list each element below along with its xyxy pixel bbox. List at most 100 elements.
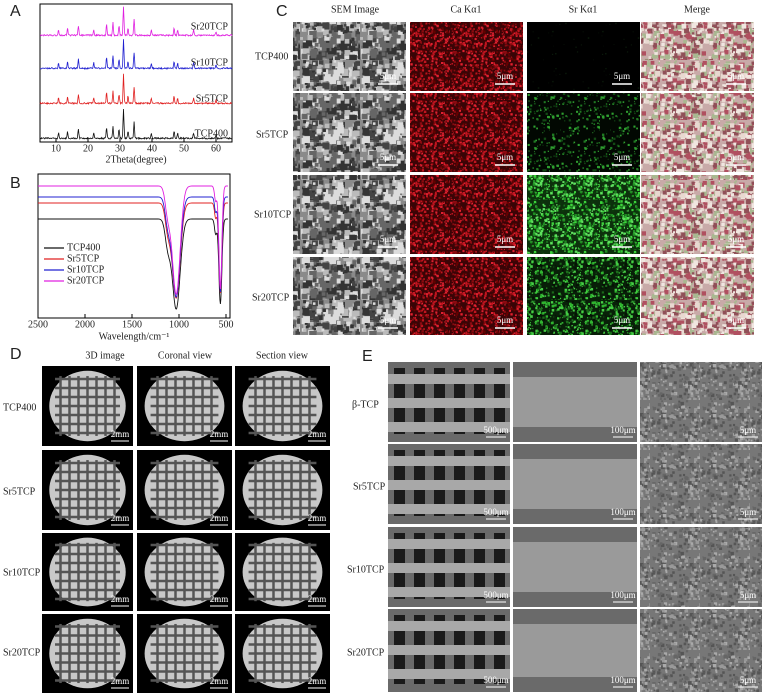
x-tick-label: 1500: [122, 319, 142, 330]
xrd-curve: [39, 73, 233, 105]
xrd-curve: [40, 6, 233, 38]
series-label: Sr20TCP: [191, 21, 229, 32]
ftir-curve: [38, 218, 228, 310]
x-tick-label: 50: [179, 143, 189, 154]
scale-bar-label: 2mm: [111, 676, 130, 686]
scale-bar-label: 2mm: [308, 676, 327, 686]
strut: [388, 669, 510, 679]
scale-bar-label: 5μm: [614, 234, 630, 244]
series-label: Sr5TCP: [196, 93, 229, 104]
row-label: Sr10TCP: [3, 567, 41, 578]
scale-bar-label: 5μm: [497, 234, 513, 244]
x-tick-label: 60: [211, 143, 221, 154]
x-tick-label: 2500: [28, 319, 48, 330]
strut: [388, 563, 510, 573]
scale-bar-label: 5μm: [740, 507, 756, 517]
row-label: Sr10TCP: [254, 209, 292, 220]
scale-bar-label: 5μm: [614, 71, 630, 81]
scale-bar-label: 5μm: [497, 152, 513, 162]
x-axis-label: Wavelength/cm⁻¹: [99, 331, 170, 342]
sem-image: [640, 527, 762, 607]
plot-frame: [37, 173, 231, 319]
row-label: Sr5TCP: [353, 481, 386, 492]
scale-bar-label: 100μm: [610, 590, 635, 600]
row-label: TCP400: [255, 51, 288, 62]
row-label: Sr10TCP: [347, 564, 385, 575]
micrograph: [293, 93, 406, 172]
series-label: TCP400: [195, 128, 228, 139]
strut: [388, 621, 510, 631]
series-label: Sr10TCP: [191, 57, 229, 68]
scale-bar-label: 5μm: [380, 234, 396, 244]
strut: [513, 624, 637, 677]
scale-bar-label: 5μm: [728, 71, 744, 81]
row-label: Sr5TCP: [256, 129, 289, 140]
strut: [513, 377, 637, 427]
column-header: 3D image: [85, 350, 125, 361]
scale-bar-label: 2mm: [308, 594, 327, 604]
scale-bar-label: 5μm: [497, 71, 513, 81]
column-header: Sr Kα1: [569, 4, 598, 15]
scale-bar-label: 5μm: [614, 315, 630, 325]
scale-bar-label: 5μm: [740, 425, 756, 435]
strut: [388, 539, 510, 549]
scale-bar-label: 100μm: [610, 675, 635, 685]
micrograph: [527, 93, 640, 172]
scale-bar-label: 500μm: [483, 507, 508, 517]
micrograph: [641, 93, 754, 172]
panel-label: E: [362, 348, 373, 365]
scale-bar-label: 5μm: [740, 675, 756, 685]
micrograph: [527, 257, 640, 335]
scale-bar-label: 5μm: [380, 315, 396, 325]
legend-label: TCP400: [67, 242, 100, 253]
x-tick-label: 10: [51, 143, 61, 154]
scale-bar-label: 2mm: [210, 429, 229, 439]
sem-image: [640, 609, 762, 692]
micrograph: [527, 22, 640, 91]
micrograph: [293, 257, 406, 335]
micrograph: [527, 175, 640, 254]
row-label: β-TCP: [352, 399, 379, 410]
sem-image: [640, 444, 762, 524]
row-label: Sr20TCP: [252, 292, 290, 303]
panel-label: D: [10, 346, 22, 363]
strut: [513, 459, 637, 509]
column-header: SEM Image: [331, 4, 380, 15]
micrograph: [410, 22, 523, 91]
scale-bar-label: 100μm: [610, 507, 635, 517]
micrograph: [641, 175, 754, 254]
x-tick-label: 500: [219, 319, 234, 330]
strut: [388, 587, 510, 597]
micrograph: [410, 257, 523, 335]
panel-label: B: [10, 175, 21, 192]
row-label: TCP400: [3, 402, 36, 413]
legend-label: Sr10TCP: [67, 264, 105, 275]
scale-bar-label: 2mm: [210, 676, 229, 686]
x-axis-label: 2Theta(degree): [105, 154, 166, 165]
micrograph: [410, 93, 523, 172]
row-label: Sr20TCP: [3, 647, 41, 658]
scale-bar-label: 2mm: [111, 429, 130, 439]
xrd-curve: [39, 39, 233, 71]
strut: [513, 542, 637, 592]
row-label: Sr20TCP: [347, 647, 385, 658]
scale-bar-label: 5μm: [497, 315, 513, 325]
panel-label: A: [10, 3, 21, 20]
scale-bar-label: 5μm: [728, 315, 744, 325]
row-label: Sr5TCP: [3, 486, 36, 497]
legend-label: Sr5TCP: [67, 253, 100, 264]
x-tick-label: 2000: [75, 319, 95, 330]
strut: [388, 504, 510, 514]
x-tick-label: 30: [115, 143, 125, 154]
column-header: Merge: [684, 4, 710, 15]
x-tick-label: 20: [83, 143, 93, 154]
x-tick-label: 1000: [169, 319, 189, 330]
ftir-curve: [38, 202, 228, 299]
micrograph: [293, 175, 406, 254]
xrd-curve: [39, 108, 233, 141]
micrograph: [293, 22, 406, 91]
column-header: Ca Kα1: [450, 4, 481, 15]
legend-label: Sr20TCP: [67, 275, 105, 286]
strut: [388, 374, 510, 384]
